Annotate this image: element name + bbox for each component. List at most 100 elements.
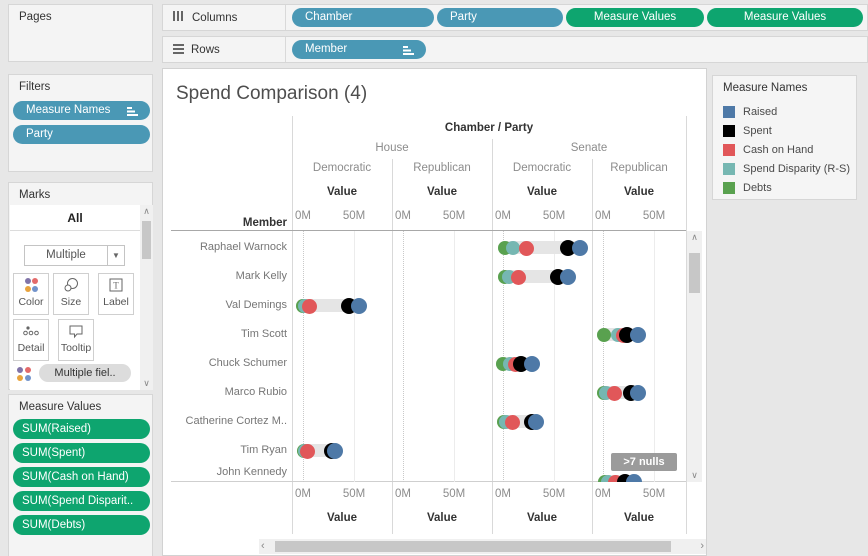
legend-item-spend-disparity-r-s-[interactable]: Spend Disparity (R-S) bbox=[723, 161, 850, 177]
measure-value-pill[interactable]: SUM(Cash on Hand) bbox=[13, 467, 150, 487]
mark-type-value: Multiple bbox=[46, 249, 86, 261]
legend-item-raised[interactable]: Raised bbox=[723, 104, 777, 120]
mark-dot-cash-on-hand[interactable] bbox=[299, 443, 315, 459]
axis-tick-top: 0M bbox=[595, 210, 611, 222]
scroll-up-icon[interactable]: ∧ bbox=[691, 232, 698, 242]
mark-dot-cash-on-hand[interactable] bbox=[301, 298, 317, 314]
gridline-50m bbox=[454, 231, 455, 482]
nulls-badge[interactable]: >7 nulls bbox=[611, 453, 677, 471]
measure-values-card: Measure Values SUM(Raised) SUM(Spent) SUM(… bbox=[8, 394, 153, 556]
columns-pill-measure-values[interactable]: Measure Values bbox=[707, 8, 863, 27]
marks-scroll-thumb[interactable] bbox=[142, 221, 151, 259]
legend-item-cash-on-hand[interactable]: Cash on Hand bbox=[723, 142, 813, 158]
axis-tick-bottom: 0M bbox=[295, 488, 311, 500]
legend-item-debts[interactable]: Debts bbox=[723, 180, 772, 196]
columns-pill-chamber[interactable]: Chamber bbox=[292, 8, 434, 27]
rows-shelf[interactable]: Rows Member bbox=[162, 36, 868, 63]
detail-button[interactable]: Detail bbox=[13, 319, 49, 361]
columns-shelf[interactable]: Columns Chamber Party Measure Values Measur… bbox=[162, 4, 868, 31]
mark-dot-spent[interactable] bbox=[617, 474, 634, 482]
panel-border bbox=[392, 159, 393, 534]
panel-border bbox=[492, 139, 493, 534]
vertical-scroll-thumb[interactable] bbox=[689, 253, 700, 293]
legend-swatch bbox=[723, 163, 735, 175]
mark-dot-raised[interactable] bbox=[571, 240, 588, 256]
member-label: John Kennedy bbox=[216, 466, 287, 478]
axis-tick-top: 50M bbox=[442, 210, 466, 222]
horizontal-scrollbar[interactable]: ‹ › bbox=[259, 539, 706, 554]
axis-title-bottom: Value bbox=[623, 512, 655, 524]
filter-pill-measure-names[interactable]: Measure Names bbox=[13, 101, 150, 120]
columns-label: Columns bbox=[192, 11, 238, 24]
legend-label: Spent bbox=[743, 125, 772, 137]
mark-dot-raised[interactable] bbox=[351, 298, 368, 314]
mark-type-dropdown[interactable]: Multiple ▼ bbox=[24, 245, 125, 266]
multiple-fields-pill[interactable]: Multiple fiel.. bbox=[39, 364, 131, 382]
chevron-down-icon[interactable]: ▼ bbox=[107, 246, 124, 265]
scroll-down-icon[interactable]: ∨ bbox=[691, 470, 698, 480]
axis-title-top: Value bbox=[526, 186, 558, 198]
mark-dot-raised[interactable] bbox=[560, 269, 577, 285]
party-header: Democratic bbox=[312, 162, 372, 174]
marks-scrollbar[interactable]: ∧ ∨ bbox=[140, 205, 153, 390]
mark-dot-cash-on-hand[interactable] bbox=[607, 474, 623, 482]
columns-pill-measure-values[interactable]: Measure Values bbox=[566, 8, 704, 27]
measure-value-pill[interactable]: SUM(Raised) bbox=[13, 419, 150, 439]
mark-dot-cash-on-hand[interactable] bbox=[504, 414, 520, 430]
columns-pill-party[interactable]: Party bbox=[437, 8, 563, 27]
mark-dot-raised[interactable] bbox=[326, 443, 343, 459]
chart-area: Chamber / Party House Senate Democratic Valu… bbox=[163, 69, 706, 555]
mark-dot-raised[interactable] bbox=[523, 356, 540, 372]
legend-swatch bbox=[723, 106, 735, 118]
rows-label: Rows bbox=[191, 43, 220, 56]
tooltip-button[interactable]: Tooltip bbox=[58, 319, 94, 361]
vertical-scrollbar[interactable]: ∧ ∨ bbox=[687, 231, 702, 482]
svg-text:T: T bbox=[113, 281, 119, 291]
mark-dot-spend-disparity-r-s-[interactable] bbox=[506, 241, 521, 255]
marks-tab-all[interactable]: All bbox=[10, 205, 140, 231]
pages-shelf[interactable]: Pages bbox=[8, 4, 153, 62]
filter-pill-party[interactable]: Party bbox=[13, 125, 150, 144]
gridline-50m bbox=[354, 231, 355, 482]
header-rule bbox=[171, 230, 686, 231]
legend-item-spent[interactable]: Spent bbox=[723, 123, 772, 139]
mark-dot-raised[interactable] bbox=[527, 414, 544, 430]
party-header: Republican bbox=[413, 162, 471, 174]
axis-tick-top: 0M bbox=[395, 210, 411, 222]
mark-dot-raised[interactable] bbox=[629, 327, 646, 343]
scroll-up-icon[interactable]: ∧ bbox=[143, 206, 150, 216]
plot-area[interactable]: Raphael Warnock Mark Kelly Val Demings Tim … bbox=[163, 231, 706, 482]
horizontal-scroll-thumb[interactable] bbox=[275, 541, 671, 552]
row-field-header: Member bbox=[242, 217, 287, 229]
legend-title: Measure Names bbox=[723, 82, 808, 94]
rows-pill-member[interactable]: Member bbox=[292, 40, 426, 59]
mark-dot-cash-on-hand[interactable] bbox=[518, 240, 534, 256]
legend-card[interactable]: Measure Names Raised Spent Cash on Hand Spe… bbox=[712, 75, 857, 200]
member-label: Mark Kelly bbox=[235, 270, 287, 282]
mark-dot-debts[interactable] bbox=[597, 328, 612, 342]
mark-dot-raised[interactable] bbox=[629, 385, 646, 401]
detail-icon bbox=[23, 326, 39, 336]
label-button[interactable]: T Label bbox=[98, 273, 134, 315]
mark-dot-raised[interactable] bbox=[625, 474, 642, 482]
scroll-right-icon[interactable]: › bbox=[700, 540, 704, 552]
party-header: Republican bbox=[610, 162, 668, 174]
worksheet: Spend Comparison (4) Chamber / Party Hous… bbox=[162, 68, 707, 556]
mark-dot-cash-on-hand[interactable] bbox=[606, 385, 622, 401]
panel-border bbox=[686, 116, 687, 534]
scroll-left-icon[interactable]: ‹ bbox=[261, 540, 265, 552]
mark-dot-cash-on-hand[interactable] bbox=[510, 269, 526, 285]
axis-tick-top: 50M bbox=[342, 210, 366, 222]
filters-shelf[interactable]: Filters Measure Names Party bbox=[8, 74, 153, 172]
measure-value-pill[interactable]: SUM(Spent) bbox=[13, 443, 150, 463]
axis-tick-bottom: 50M bbox=[342, 488, 366, 500]
size-button[interactable]: Size bbox=[53, 273, 89, 315]
size-icon bbox=[64, 278, 78, 292]
measure-value-pill[interactable]: SUM(Debts) bbox=[13, 515, 150, 535]
color-button[interactable]: Color bbox=[13, 273, 49, 315]
measure-value-pill[interactable]: SUM(Spend Disparit.. bbox=[13, 491, 150, 511]
scroll-down-icon[interactable]: ∨ bbox=[143, 378, 150, 388]
axis-tick-bottom: 50M bbox=[442, 488, 466, 500]
color-icon bbox=[25, 278, 38, 292]
sort-icon bbox=[403, 46, 414, 55]
